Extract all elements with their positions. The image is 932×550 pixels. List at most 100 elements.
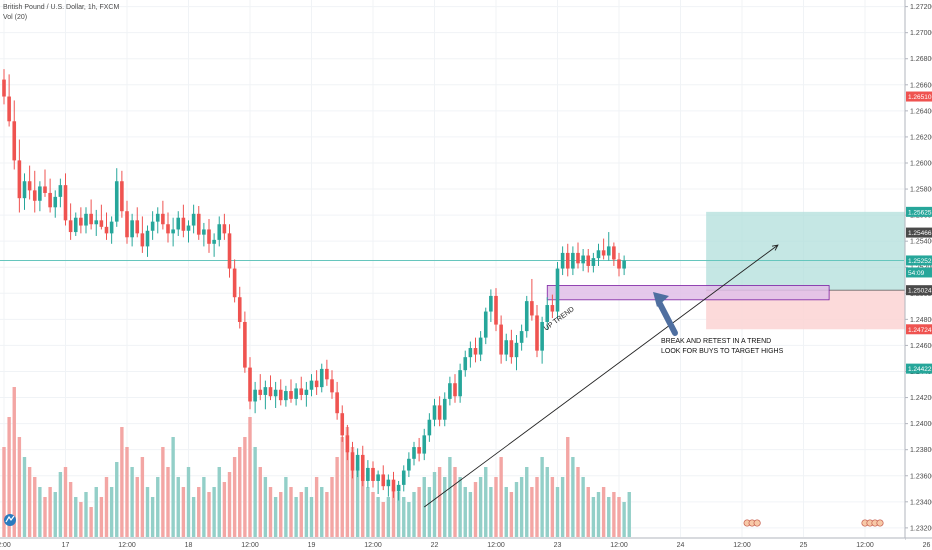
candle-body <box>617 259 621 269</box>
time-axis-background <box>0 538 905 550</box>
candle-body <box>130 220 134 238</box>
candle-body <box>540 321 544 351</box>
retest-arrowhead[interactable] <box>653 292 669 307</box>
drawn-lines[interactable] <box>0 244 904 508</box>
volume-bar <box>407 502 411 537</box>
volume-bar <box>314 477 319 537</box>
candle-body <box>304 389 309 395</box>
volume-bar <box>299 492 303 537</box>
price-tag[interactable] <box>906 324 932 335</box>
volume-bar <box>581 477 585 537</box>
time-tick-label: 19 <box>308 542 316 549</box>
volume-bar <box>140 457 145 537</box>
candle-body <box>48 192 52 208</box>
volume-bar <box>417 487 421 537</box>
volume-bar <box>571 457 575 537</box>
volume-bar <box>222 482 227 537</box>
candle-body <box>278 389 283 401</box>
volume-bar <box>130 467 134 537</box>
candle-body <box>2 79 6 97</box>
volume-bar <box>540 457 544 537</box>
price-tick-label: 1.23200 <box>910 525 932 532</box>
price-tag[interactable] <box>906 267 932 278</box>
price-tag[interactable] <box>906 227 932 238</box>
volume-bar <box>202 477 206 537</box>
volume-bar <box>340 437 344 537</box>
candle-body <box>207 229 211 244</box>
position-zones[interactable] <box>546 211 932 330</box>
time-tick-label: 26 <box>923 542 931 549</box>
volume-bar <box>612 492 616 537</box>
candle-body <box>371 467 375 481</box>
time-tick-label: 24 <box>677 542 685 549</box>
price-tag[interactable] <box>906 285 932 296</box>
volume-bar <box>437 467 442 537</box>
candle-body <box>120 181 124 212</box>
note-line-2[interactable]: LOOK FOR BUYS TO TARGET HIGHS <box>661 348 784 355</box>
volume-bar <box>555 487 560 537</box>
volume-bar <box>104 477 109 537</box>
economic-event-icon[interactable] <box>876 519 884 527</box>
candle-body <box>38 186 42 201</box>
price-tag-label[interactable]: 1.25466 <box>908 230 932 237</box>
volume-bar <box>627 492 631 537</box>
trend-line[interactable] <box>423 244 779 508</box>
candle-body <box>499 324 503 355</box>
price-tick-label: 1.24200 <box>910 395 932 402</box>
price-tag-label[interactable]: 1.24422 <box>908 366 932 373</box>
event-badges[interactable] <box>743 519 932 527</box>
volume-bar <box>335 457 339 537</box>
price-tag[interactable] <box>906 255 932 266</box>
retest-zone[interactable] <box>546 285 830 301</box>
volume-bar <box>279 492 283 537</box>
volume-bar <box>74 497 78 537</box>
candle-body <box>294 388 298 399</box>
target-zone[interactable] <box>706 211 932 291</box>
candle-body <box>135 220 140 234</box>
volume-bar <box>79 502 83 537</box>
candle-body <box>217 224 222 240</box>
candle-body <box>22 181 27 199</box>
volume-bar <box>263 477 268 537</box>
time-tick-label: 2:00 <box>0 542 11 549</box>
note-line-1[interactable]: BREAK AND RETEST IN A TREND <box>661 338 771 345</box>
volume-bar <box>320 487 324 537</box>
time-tick-label: 12:00 <box>364 542 382 549</box>
time-axis[interactable]: 2:00 17 12:00 18 12:00 19 12:00 22 12:00 23 12:00 2… <box>0 537 932 550</box>
volume-bar <box>68 482 73 537</box>
price-axis[interactable]: 1.27200 1.27000 1.26800 1.26600 1.26400 1.262… <box>904 0 932 550</box>
price-tag-label[interactable]: 1.25252 <box>908 258 932 265</box>
candle-body <box>79 217 83 226</box>
retest-arrow[interactable] <box>656 299 678 336</box>
volume-bar <box>212 487 216 537</box>
price-tag[interactable] <box>906 206 932 217</box>
volume-bar <box>509 492 514 537</box>
volume-bar <box>58 472 63 537</box>
price-tag-label[interactable]: 1.24724 <box>908 327 932 334</box>
candle-body <box>145 230 150 247</box>
price-tag-label[interactable]: 1.25024 <box>908 288 932 295</box>
trend-arrowhead[interactable] <box>771 244 779 251</box>
price-tag-label[interactable]: 1.25625 <box>908 209 932 216</box>
candle-body <box>437 405 442 420</box>
price-tag[interactable] <box>906 91 932 102</box>
economic-event-icon[interactable] <box>753 519 761 527</box>
volume-bar <box>89 507 93 537</box>
price-tag-label[interactable]: 54:09 <box>908 270 925 277</box>
price-tag[interactable] <box>906 363 932 374</box>
tradingview-logo-icon <box>4 514 16 526</box>
volume-bar <box>530 487 534 537</box>
candle-body <box>519 331 524 343</box>
volume-bar <box>473 482 478 537</box>
candle-body <box>94 220 99 225</box>
price-tag-label[interactable]: 1.26510 <box>908 94 932 101</box>
candle-body <box>483 311 488 338</box>
volume-bar <box>396 492 401 537</box>
candle-body <box>258 389 263 395</box>
candlesticks <box>2 69 626 501</box>
volume-bar <box>197 487 201 537</box>
candle-body <box>560 252 565 269</box>
candle-body <box>186 225 191 231</box>
volume-bar <box>494 477 498 537</box>
